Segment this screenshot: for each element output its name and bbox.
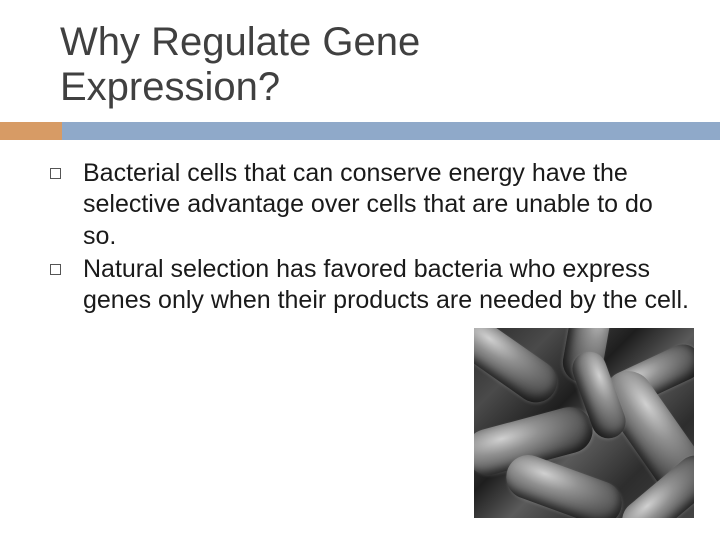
bullet-item: Bacterial cells that can conserve energy… xyxy=(50,158,690,252)
underline-main xyxy=(62,122,720,140)
bullet-item: Natural selection has favored bacteria w… xyxy=(50,254,690,317)
bacterium-shape xyxy=(474,328,565,411)
bacterium-shape xyxy=(500,449,628,518)
underline-accent xyxy=(0,122,62,140)
bacteria-image xyxy=(474,328,694,518)
slide: Why Regulate GeneExpression? Bacterial c… xyxy=(0,0,720,540)
bullet-square-icon xyxy=(50,264,61,275)
slide-title: Why Regulate GeneExpression? xyxy=(60,20,420,110)
bullet-text: Natural selection has favored bacteria w… xyxy=(83,254,690,317)
bullet-text: Bacterial cells that can conserve energy… xyxy=(83,158,690,252)
bullet-list: Bacterial cells that can conserve energy… xyxy=(50,158,690,318)
bullet-square-icon xyxy=(50,168,61,179)
title-underline xyxy=(0,122,720,140)
